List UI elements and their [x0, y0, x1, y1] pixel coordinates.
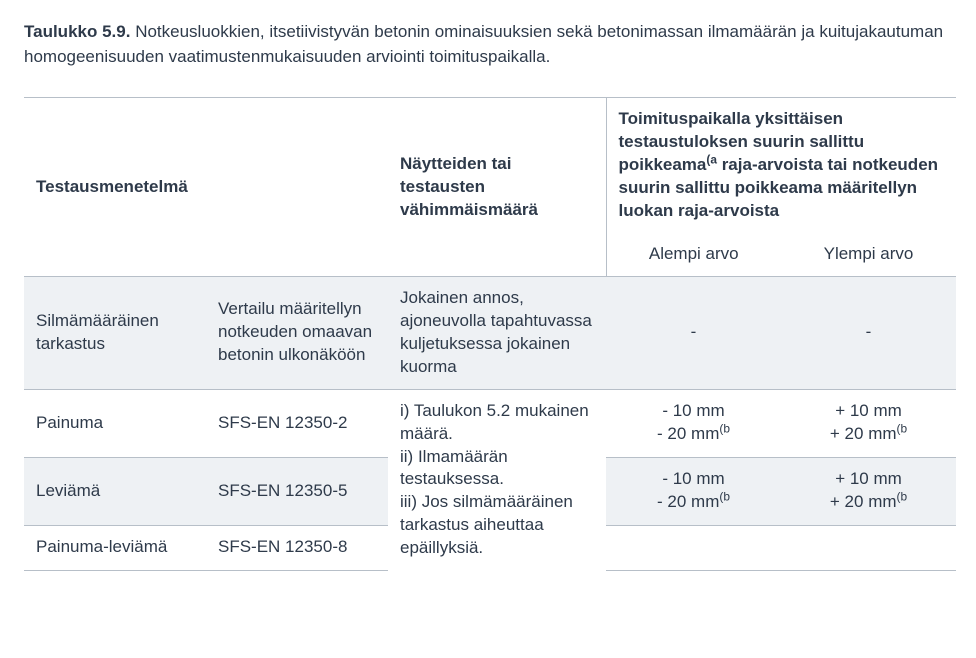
- header-min-samples: Näytteiden tai testausten vähimmäismäärä: [388, 98, 606, 277]
- row1-upper: + 10 mm + 20 mm(b: [781, 389, 956, 457]
- row0-ref: Vertailu määritellyn notkeuden omaavan b…: [206, 276, 388, 389]
- row2-upper: + 10 mm + 20 mm(b: [781, 457, 956, 525]
- row0-name: Silmämääräinen tarkastus: [24, 276, 206, 389]
- row1-ref: SFS-EN 12350-2: [206, 389, 388, 457]
- shared-notes: i) Taulukon 5.2 mukainen määrä.ii) Ilmam…: [388, 389, 606, 570]
- header-tolerance-group: Toimituspaikalla yksittäisen testaustulo…: [606, 98, 956, 233]
- row2-name: Leviämä: [24, 457, 206, 525]
- row0-upper: -: [781, 276, 956, 389]
- table-caption: Taulukko 5.9. Notkeusluokkien, itsetiivi…: [24, 20, 952, 69]
- row2-lower: - 10 mm - 20 mm(b: [606, 457, 781, 525]
- row3-ref: SFS-EN 12350-8: [206, 525, 388, 570]
- header-upper: Ylempi arvo: [781, 233, 956, 276]
- row3-lower: [606, 525, 781, 570]
- row3-name: Painuma-leviämä: [24, 525, 206, 570]
- caption-label: Taulukko 5.9.: [24, 22, 130, 41]
- row0-lower: -: [606, 276, 781, 389]
- conformity-table: Testausmenetelmä Näytteiden tai testaust…: [24, 97, 956, 570]
- row1-name: Painuma: [24, 389, 206, 457]
- row0-notes: Jokainen annos, ajoneuvolla tapahtuvassa…: [388, 276, 606, 389]
- row3-upper: [781, 525, 956, 570]
- row1-lower: - 10 mm - 20 mm(b: [606, 389, 781, 457]
- header-method: Testausmenetelmä: [24, 98, 388, 277]
- header-lower: Alempi arvo: [606, 233, 781, 276]
- row2-ref: SFS-EN 12350-5: [206, 457, 388, 525]
- caption-text: Notkeusluokkien, itsetiivistyvän betonin…: [24, 22, 943, 66]
